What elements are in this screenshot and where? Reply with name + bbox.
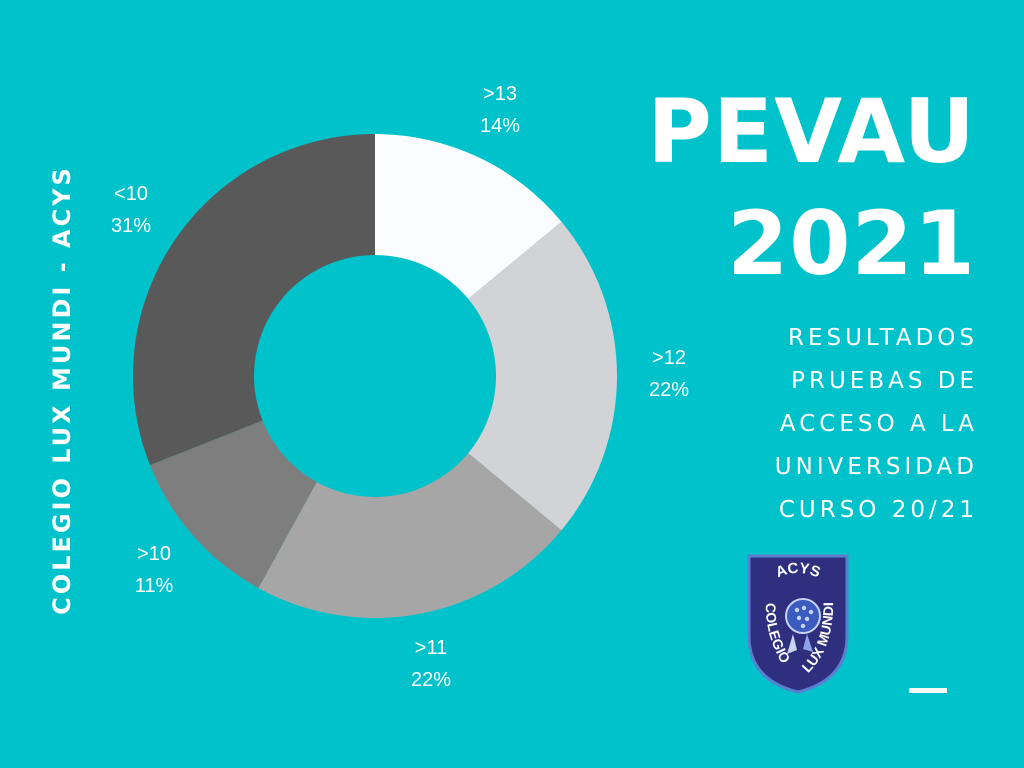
pomegranate-icon	[785, 598, 821, 654]
subtitle-line-3: ACCESO A LA	[779, 411, 978, 437]
slice-label-under-10: <10 31%	[86, 178, 176, 242]
school-crest-logo: ACYS COLEGIO LUX MUNDI	[747, 554, 849, 694]
subtitle-line-4: UNIVERSIDAD	[774, 454, 978, 480]
donut-slice-10	[149, 420, 317, 589]
slice-name: >12	[652, 347, 686, 369]
slice-percent: 14%	[479, 115, 521, 137]
slice-percent: 22%	[410, 669, 452, 691]
subtitle-line-2: PRUEBAS DE	[791, 368, 978, 394]
slice-percent: 31%	[110, 215, 152, 237]
slice-label-13: >13 14%	[455, 78, 545, 142]
decorative-dash	[909, 688, 947, 693]
slice-label-12: >12 22%	[624, 342, 714, 406]
donut-slice-13	[375, 134, 562, 299]
subtitle-line-1: RESULTADOS	[787, 325, 978, 351]
slice-percent: 11%	[134, 575, 174, 597]
subtitle-line-5: CURSO 20/21	[778, 497, 978, 523]
slice-label-10: >10 11%	[109, 538, 199, 602]
donut-slice-11	[258, 453, 562, 618]
slice-name: <10	[114, 183, 148, 205]
title-pevau: PEVAU	[647, 80, 976, 183]
slice-percent: 22%	[648, 379, 690, 401]
donut-slice-12	[468, 221, 617, 531]
title-year: 2021	[727, 192, 976, 295]
slice-name: >13	[483, 83, 517, 105]
slice-name: >11	[414, 637, 448, 659]
slice-label-11: >11 22%	[386, 632, 476, 696]
slice-name: >10	[137, 543, 171, 565]
donut-slice-under-10	[133, 134, 375, 466]
